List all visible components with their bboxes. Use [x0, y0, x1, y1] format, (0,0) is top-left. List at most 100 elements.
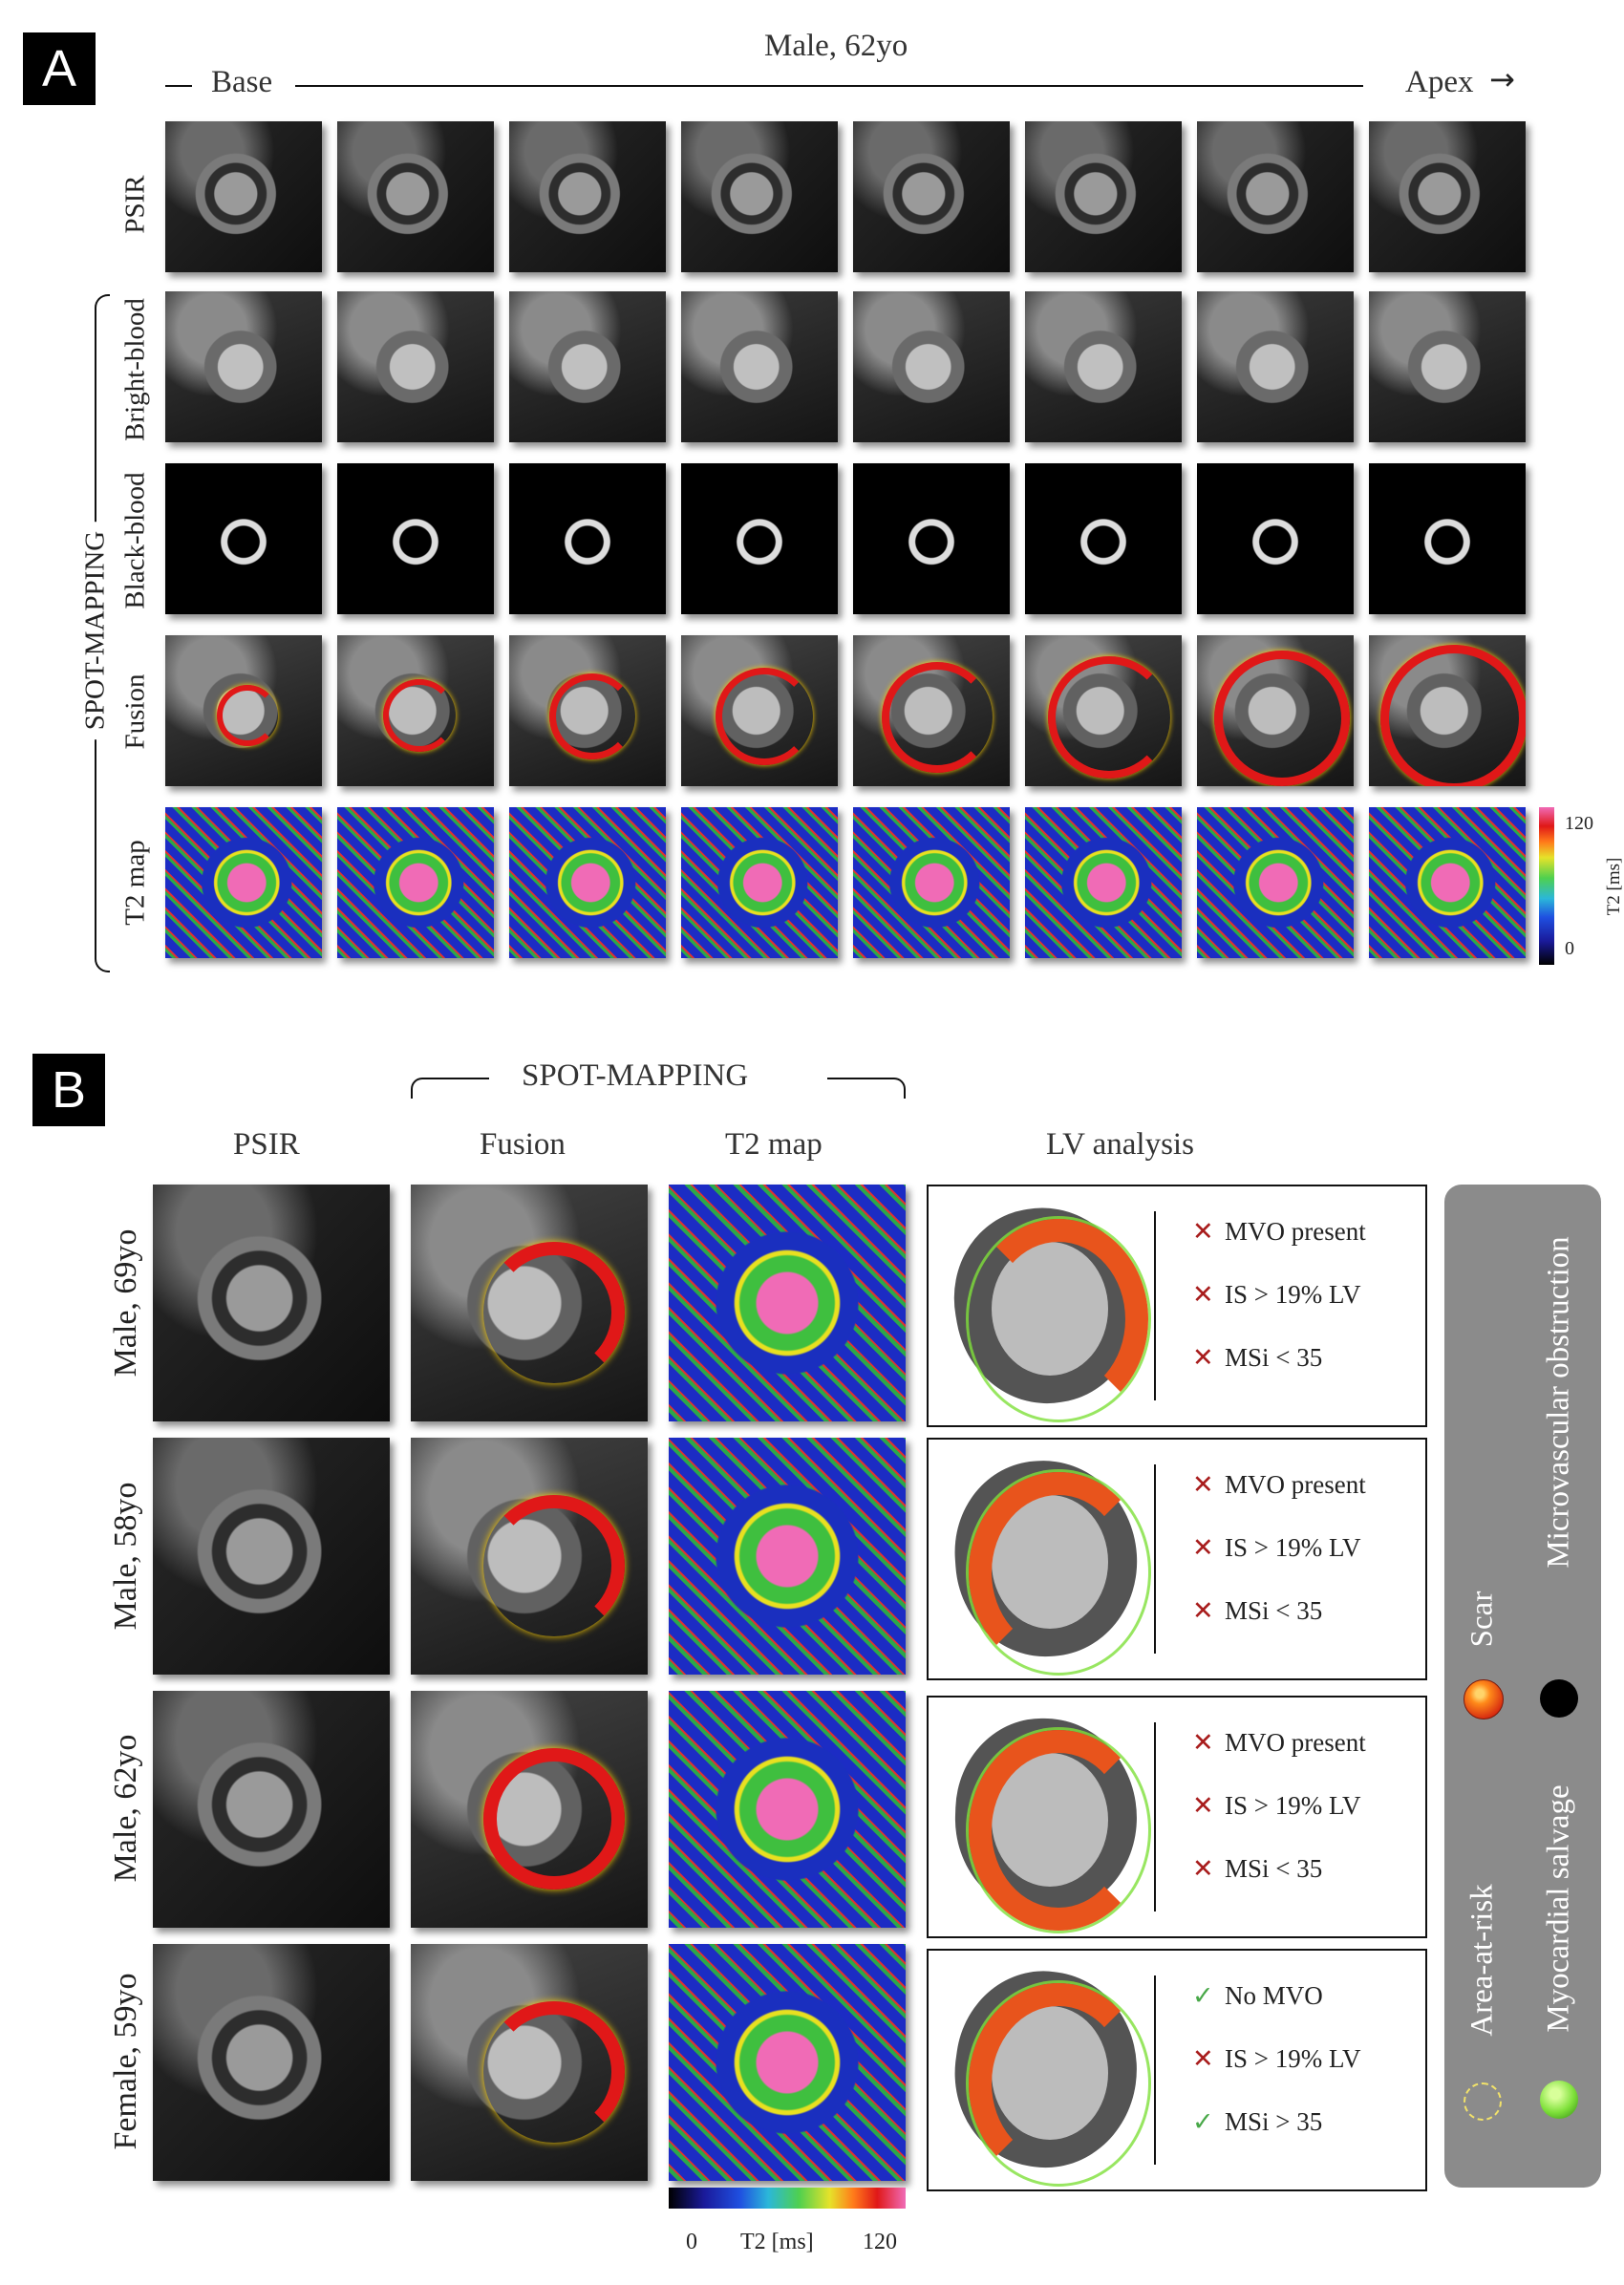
panel-a-black-blood-image-5: [853, 463, 1010, 614]
lv-finding-text: IS > 19% LV: [1225, 2044, 1361, 2073]
lv-divider: [1154, 1211, 1156, 1400]
bracket-b-right: [827, 1078, 906, 1099]
case-1-fusion-image: [411, 1185, 648, 1421]
cross-icon: ✕: [1192, 1854, 1214, 1884]
row-label-t2-map: T2 map: [119, 840, 151, 926]
spot-mapping-label-a: SPOT-MAPPING: [79, 521, 112, 740]
panel-a-bright-blood-image-1: [165, 291, 322, 442]
panel-a-bright-blood-image-8: [1369, 291, 1526, 442]
fusion-scar-overlay: [483, 2001, 625, 2143]
cross-icon: ✕: [1192, 1791, 1214, 1821]
panel-a-black-blood-image-3: [509, 463, 666, 614]
lv-finding-text: IS > 19% LV: [1225, 1791, 1361, 1820]
panel-a-black-blood-image-7: [1197, 463, 1354, 614]
panel-a-t2-map-image-7: [1197, 807, 1354, 958]
colorbar-b-max: 120: [863, 2230, 897, 2254]
lv-finding-2: ✕ IS > 19% LV: [1192, 2044, 1361, 2074]
base-apex-axis: Base Apex →: [165, 61, 1522, 103]
colorbar-a-unit: T2 [ms]: [1604, 857, 1624, 916]
panel-a-black-blood-image-6: [1025, 463, 1182, 614]
fusion-scar-overlay: [549, 673, 635, 759]
panel-a-t2-map-image-6: [1025, 807, 1182, 958]
row-label-bright-blood: Bright-blood: [119, 298, 151, 441]
legend-aar-label: Area-at-risk: [1464, 1884, 1500, 2037]
fusion-scar-overlay: [217, 685, 278, 746]
panel-a-t2-map-image-2: [337, 807, 494, 958]
fusion-scar-overlay: [483, 1495, 625, 1636]
legend-box: Scar Microvascular obstruction Area-at-r…: [1444, 1185, 1601, 2188]
panel-a-bright-blood-image-3: [509, 291, 666, 442]
panel-a-psir-image-5: [853, 121, 1010, 272]
col-header-psir: PSIR: [233, 1127, 300, 1162]
row-label-black-blood: Black-blood: [119, 472, 151, 609]
lv-finding-text: MSi > 35: [1225, 2107, 1323, 2136]
lv-scar-region: [969, 1730, 1148, 1931]
panel-a-bright-blood-image-4: [681, 291, 838, 442]
lv-divider: [1154, 1722, 1156, 1911]
col-header-fusion: Fusion: [480, 1127, 566, 1162]
case-label-3: Male, 62yo: [108, 1734, 143, 1883]
fusion-scar-overlay: [1048, 656, 1170, 779]
col-header-lv-analysis: LV analysis: [1046, 1127, 1194, 1162]
cross-icon: ✕: [1192, 1728, 1214, 1758]
cross-icon: ✕: [1192, 1596, 1214, 1626]
panel-a-t2-map-image-4: [681, 807, 838, 958]
lv-finding-1: ✕ MVO present: [1192, 1470, 1366, 1500]
t2-colorbar-b: [669, 2188, 906, 2209]
panel-a-fusion-image-1: [165, 635, 322, 786]
lv-finding-text: MSi < 35: [1225, 1854, 1323, 1883]
apex-arrow-icon: →: [1489, 61, 1515, 97]
case-3-fusion-image: [411, 1691, 648, 1928]
lv-analysis-box-2: ✕ MVO present ✕ IS > 19% LV ✕ MSi < 35: [927, 1438, 1427, 1680]
panel-a-psir-image-2: [337, 121, 494, 272]
case-2-t2-map-image: [669, 1438, 906, 1675]
lv-finding-text: MSi < 35: [1225, 1343, 1323, 1372]
panel-a-subject-title: Male, 62yo: [764, 29, 908, 63]
row-label-fusion: Fusion: [119, 673, 151, 750]
case-2-psir-image: [153, 1438, 390, 1675]
panel-a-psir-image-3: [509, 121, 666, 272]
panel-a-black-blood-image-4: [681, 463, 838, 614]
legend-mvo-label: Microvascular obstruction: [1541, 1236, 1576, 1569]
case-1-psir-image: [153, 1185, 390, 1421]
lv-analysis-box-3: ✕ MVO present ✕ IS > 19% LV ✕ MSi < 35: [927, 1696, 1427, 1938]
legend-salvage-label: Myocardial salvage: [1541, 1784, 1576, 2033]
colorbar-a-min: 0: [1565, 938, 1574, 959]
case-label-4: Female, 59yo: [108, 1973, 143, 2150]
panel-a-black-blood-image-8: [1369, 463, 1526, 614]
panel-a-psir-image-1: [165, 121, 322, 272]
panel-a-psir-image-7: [1197, 121, 1354, 272]
lv-finding-text: MVO present: [1225, 1470, 1366, 1499]
panel-a-fusion-image-3: [509, 635, 666, 786]
colorbar-b-unit: T2 [ms]: [740, 2230, 814, 2254]
base-apex-axis-line: [295, 85, 1363, 87]
lv-finding-1: ✓ No MVO: [1192, 1981, 1323, 2011]
lv-finding-text: No MVO: [1225, 1981, 1323, 2010]
lv-finding-text: MSi < 35: [1225, 1596, 1323, 1625]
fusion-scar-overlay: [882, 662, 993, 773]
colorbar-b-min: 0: [686, 2230, 697, 2254]
aar-swatch-icon: [1464, 2082, 1502, 2121]
panel-a-fusion-image-2: [337, 635, 494, 786]
lv-analysis-box-1: ✕ MVO present ✕ IS > 19% LV ✕ MSi < 35: [927, 1185, 1427, 1427]
fusion-scar-overlay: [1380, 645, 1526, 786]
panel-a-t2-map-image-5: [853, 807, 1010, 958]
lv-finding-3: ✕ MSi < 35: [1192, 1596, 1322, 1626]
legend-scar-label: Scar: [1464, 1591, 1500, 1648]
lv-scar-region: [969, 1219, 1148, 1420]
lv-finding-3: ✕ MSi < 35: [1192, 1854, 1322, 1884]
fusion-scar-overlay: [716, 668, 813, 765]
case-label-2: Male, 58yo: [108, 1482, 143, 1631]
panel-a-t2-map-image-1: [165, 807, 322, 958]
panel-a-black-blood-image-2: [337, 463, 494, 614]
lv-analysis-box-4: ✓ No MVO ✕ IS > 19% LV ✓ MSi > 35: [927, 1949, 1427, 2191]
check-icon: ✓: [1192, 2107, 1214, 2137]
cross-icon: ✕: [1192, 1343, 1214, 1373]
case-3-t2-map-image: [669, 1691, 906, 1928]
salvage-swatch-icon: [1540, 2081, 1578, 2119]
lv-divider: [1154, 1464, 1156, 1654]
panel-a-psir-image-8: [1369, 121, 1526, 272]
case-label-1: Male, 69yo: [108, 1228, 143, 1377]
lv-finding-2: ✕ IS > 19% LV: [1192, 1533, 1361, 1563]
panel-a-bright-blood-image-6: [1025, 291, 1182, 442]
